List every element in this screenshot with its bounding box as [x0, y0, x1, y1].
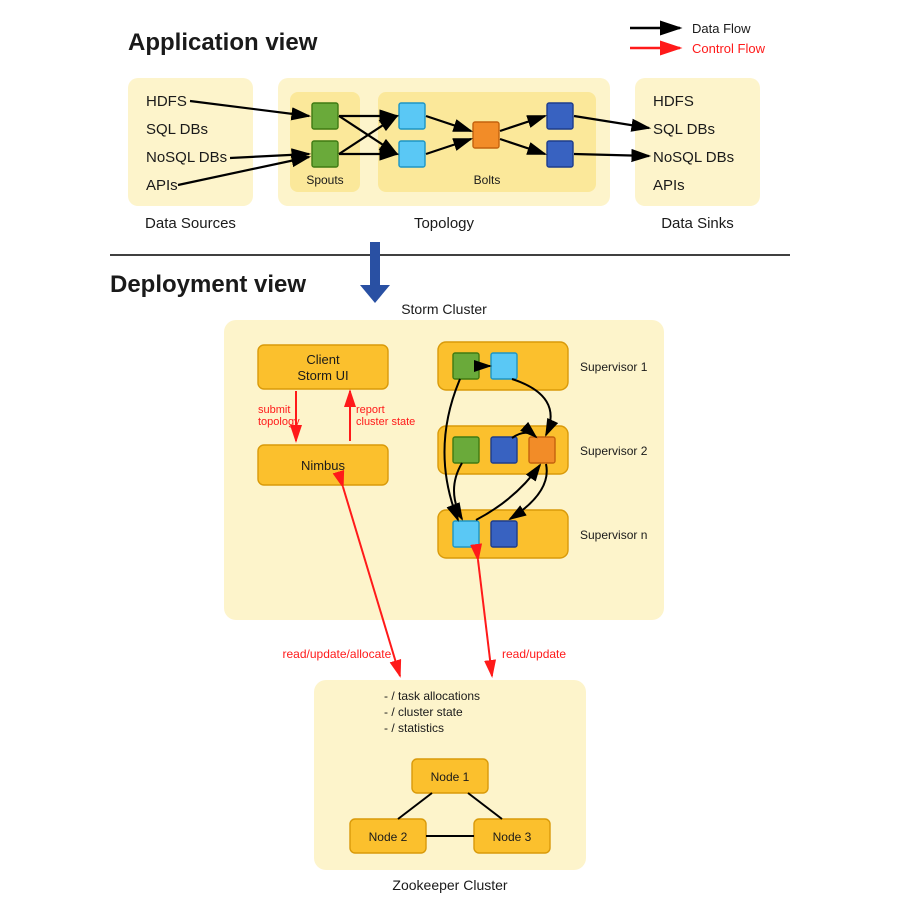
svg-text:HDFS: HDFS	[146, 93, 187, 110]
svg-text:SQL DBs: SQL DBs	[146, 121, 208, 138]
svg-text:Data Flow: Data Flow	[692, 21, 751, 36]
svg-text:- / statistics: - / statistics	[384, 721, 444, 735]
svg-text:Client: Client	[306, 352, 340, 367]
svg-text:Topology: Topology	[414, 215, 475, 232]
svg-text:Supervisor 2: Supervisor 2	[580, 444, 648, 458]
svg-text:Data Sinks: Data Sinks	[661, 215, 734, 232]
svg-text:- / task allocations: - / task allocations	[384, 689, 480, 703]
svg-text:topology: topology	[258, 416, 300, 428]
svg-text:read/update: read/update	[502, 647, 566, 661]
svg-text:Storm UI: Storm UI	[297, 368, 348, 383]
svg-text:submit: submit	[258, 404, 290, 416]
svg-text:Node 1: Node 1	[431, 770, 470, 784]
svg-text:NoSQL DBs: NoSQL DBs	[653, 149, 734, 166]
svg-text:Bolts: Bolts	[474, 173, 501, 187]
svg-text:Storm Cluster: Storm Cluster	[401, 301, 487, 317]
svg-text:report: report	[356, 404, 385, 416]
diagram-canvas: Data Flow Control Flow Application view HDF…	[0, 0, 900, 900]
svg-text:cluster state: cluster state	[356, 416, 415, 428]
svg-text:SQL DBs: SQL DBs	[653, 121, 715, 138]
svg-text:Spouts: Spouts	[306, 173, 343, 187]
svg-text:APIs: APIs	[653, 177, 685, 194]
svg-text:Supervisor n: Supervisor n	[580, 528, 647, 542]
svg-text:HDFS: HDFS	[653, 93, 694, 110]
svg-text:Node 3: Node 3	[493, 830, 532, 844]
svg-text:- / cluster state: - / cluster state	[384, 705, 463, 719]
svg-text:Nimbus: Nimbus	[301, 458, 346, 473]
svg-text:Control Flow: Control Flow	[692, 41, 766, 56]
svg-text:Deployment view: Deployment view	[110, 271, 306, 298]
svg-text:APIs: APIs	[146, 177, 178, 194]
svg-text:read/update/allocate: read/update/allocate	[283, 647, 392, 661]
svg-text:Zookeeper Cluster: Zookeeper Cluster	[392, 877, 508, 893]
svg-text:Supervisor 1: Supervisor 1	[580, 360, 648, 374]
svg-text:Application view: Application view	[128, 29, 318, 56]
svg-text:Node 2: Node 2	[369, 830, 408, 844]
svg-text:NoSQL DBs: NoSQL DBs	[146, 149, 227, 166]
svg-text:Data Sources: Data Sources	[145, 215, 236, 232]
